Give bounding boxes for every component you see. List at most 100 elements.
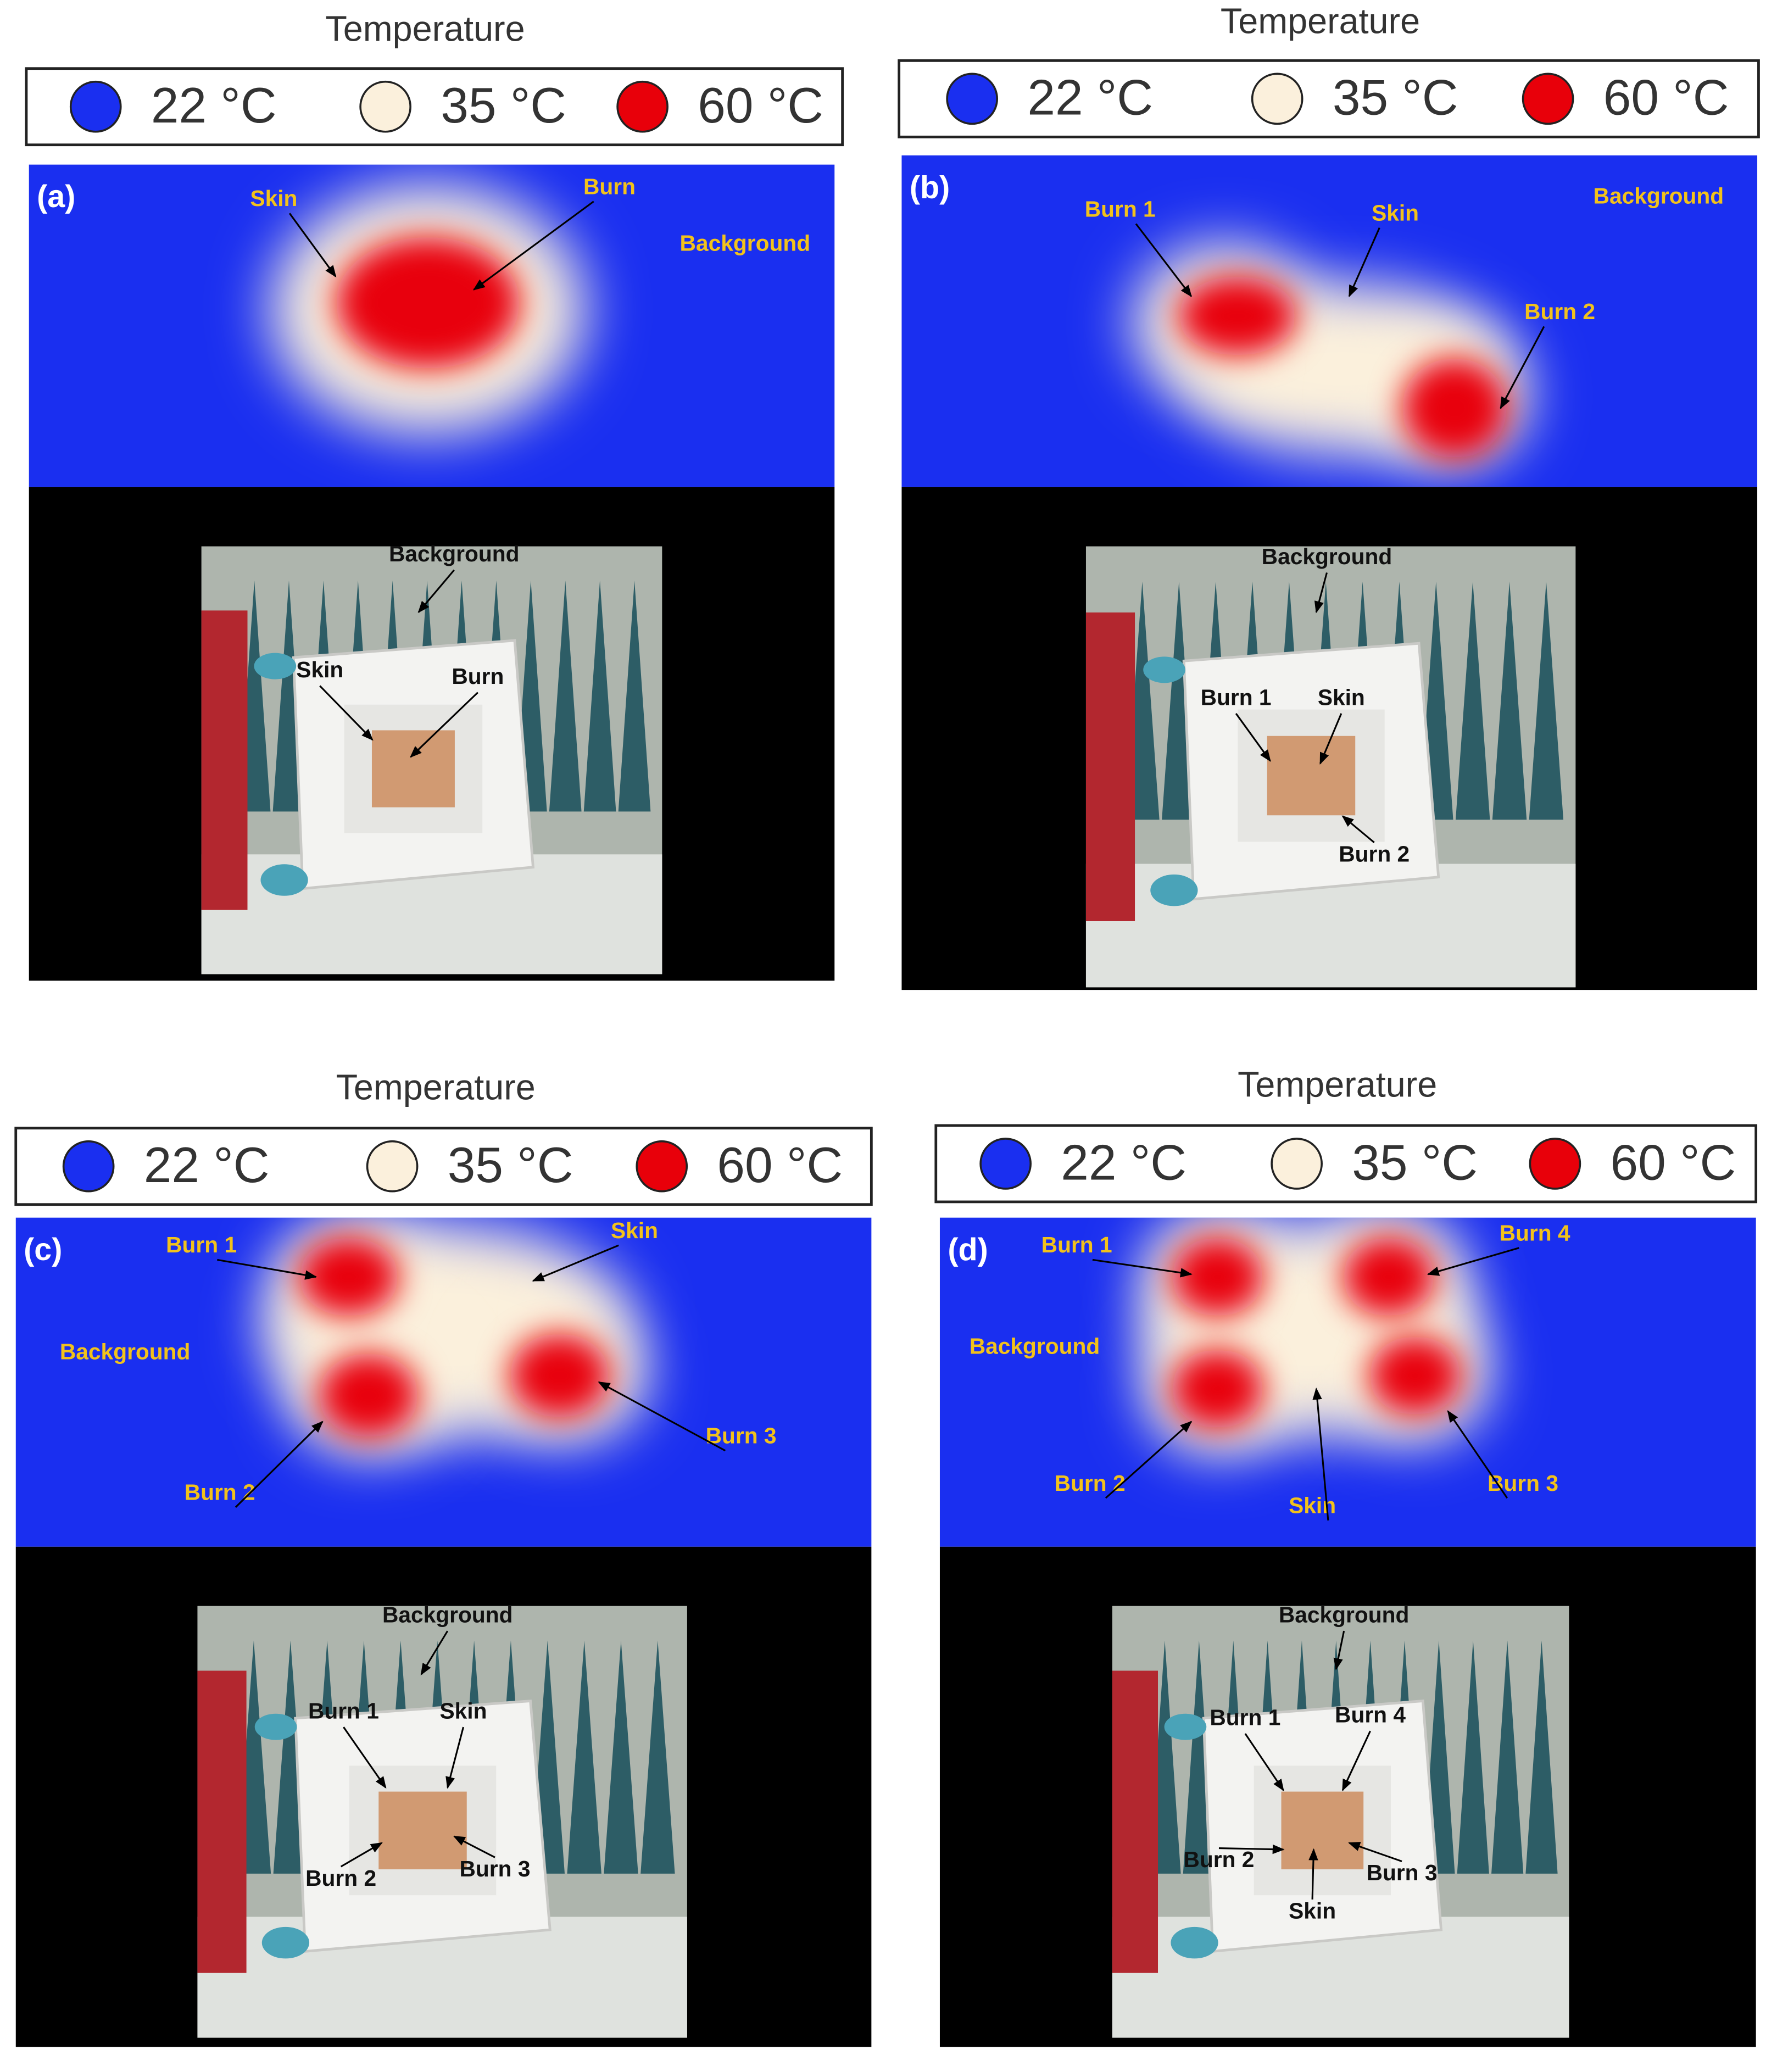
arrow [340,1842,383,1868]
arrow [288,213,337,278]
glove [1164,1713,1207,1740]
arrow [1314,572,1328,614]
arrow [343,1726,387,1789]
legend-swatch [1271,1138,1323,1190]
burn-area [336,237,520,369]
legend-box [934,1124,1758,1204]
thermal-label: Background [970,1334,1100,1359]
arrow [1244,1733,1284,1791]
photo-label: Burn 3 [1367,1860,1438,1885]
photo-label: Background [382,1602,513,1628]
legend-swatch [979,1138,1032,1190]
thermal-label: Skin [1372,200,1419,225]
legend-title: Temperature [1238,1065,1437,1105]
burn-area [509,1333,610,1418]
photo-label: Burn 2 [1339,841,1410,866]
arrow [1447,1410,1508,1499]
skin-sample [378,1791,467,1870]
burn-area [318,1353,419,1438]
skin-sample [1267,736,1356,816]
burn-area [1171,1237,1264,1317]
photo-label: Burn 1 [1201,684,1272,710]
skin-sample [371,730,455,807]
glove [254,1713,297,1740]
thermal-label: Burn 2 [185,1480,255,1505]
photo-label: Burn 3 [460,1856,531,1881]
arrow [420,1630,449,1676]
sleeve [201,610,248,910]
arrow [445,1726,465,1789]
thermal-label: Skin [611,1218,658,1243]
arrow [1427,1247,1519,1276]
legend-label: 22 °C [1061,1135,1186,1190]
thermal-spots [1132,243,1527,467]
thermal-label: Skin [1289,1493,1336,1518]
arrow [598,1381,726,1452]
sleeve [1112,1670,1158,1973]
photo-label: Background [1262,544,1392,569]
legend-label: 60 °C [1611,1135,1736,1190]
legend-box [14,1127,873,1206]
arrow [1092,1258,1193,1278]
arrow [1319,713,1343,765]
photo-label: Skin [1289,1898,1336,1924]
legend-swatch [69,80,122,133]
arrow [472,200,594,291]
thermal-label: Burn 3 [706,1423,777,1449]
photo-label: Burn 1 [1210,1705,1280,1730]
photo-label: Background [389,541,520,566]
arrow [235,1421,324,1508]
legend-title: Temperature [325,9,525,49]
arrow [217,1258,317,1280]
panel-label: (c) [24,1232,62,1267]
thermal-label: Burn 4 [1500,1221,1570,1246]
legend-title: Temperature [1221,1,1420,41]
arrow [1500,326,1545,409]
legend-swatch [616,80,669,133]
sleeve [1085,612,1135,921]
thermal-label: Burn 1 [166,1232,237,1257]
glove [261,1926,310,1959]
legend-label: 35 °C [441,78,566,133]
photo-label: Burn 2 [305,1865,376,1891]
photo-label: Skin [296,657,343,682]
legend-swatch [1522,73,1574,125]
legend-swatch [1251,73,1303,125]
photo-label: Burn 2 [1183,1847,1254,1872]
burn-area [1402,358,1507,459]
burn-area [1171,1349,1264,1429]
glove [260,864,308,896]
thermal-label: Background [1594,183,1724,208]
panel-label: (d) [948,1232,988,1267]
arrow [1218,1844,1285,1854]
arrow [1348,227,1380,298]
arrow [1341,1730,1371,1792]
photo-label: Burn [452,664,504,689]
legend-swatch [636,1140,688,1193]
photo-label: Skin [439,1698,487,1723]
legend-label: 22 °C [151,78,277,133]
photo-label: Burn 4 [1335,1702,1406,1728]
thermal-label: Burn 2 [1524,299,1595,324]
arrow [417,569,455,614]
thermal-label: Skin [250,186,297,211]
arrow [1312,1388,1329,1520]
legend-swatch [1529,1138,1581,1190]
thermal-spots [270,184,586,435]
photo-label: Background [1279,1602,1410,1628]
arrow [319,685,374,741]
legend-title: Temperature [336,1067,536,1107]
panel-label: (a) [37,179,75,214]
glove [254,653,297,679]
thermal-label: Background [60,1339,191,1364]
arrow [1333,1630,1345,1670]
legend-box [898,59,1760,138]
arrow [1341,815,1375,843]
legend-label: 60 °C [1603,70,1729,126]
panel-label: (b) [910,170,950,205]
photo-label: Skin [1318,684,1365,710]
legend-swatch [946,73,999,125]
burn-area [1178,276,1297,356]
